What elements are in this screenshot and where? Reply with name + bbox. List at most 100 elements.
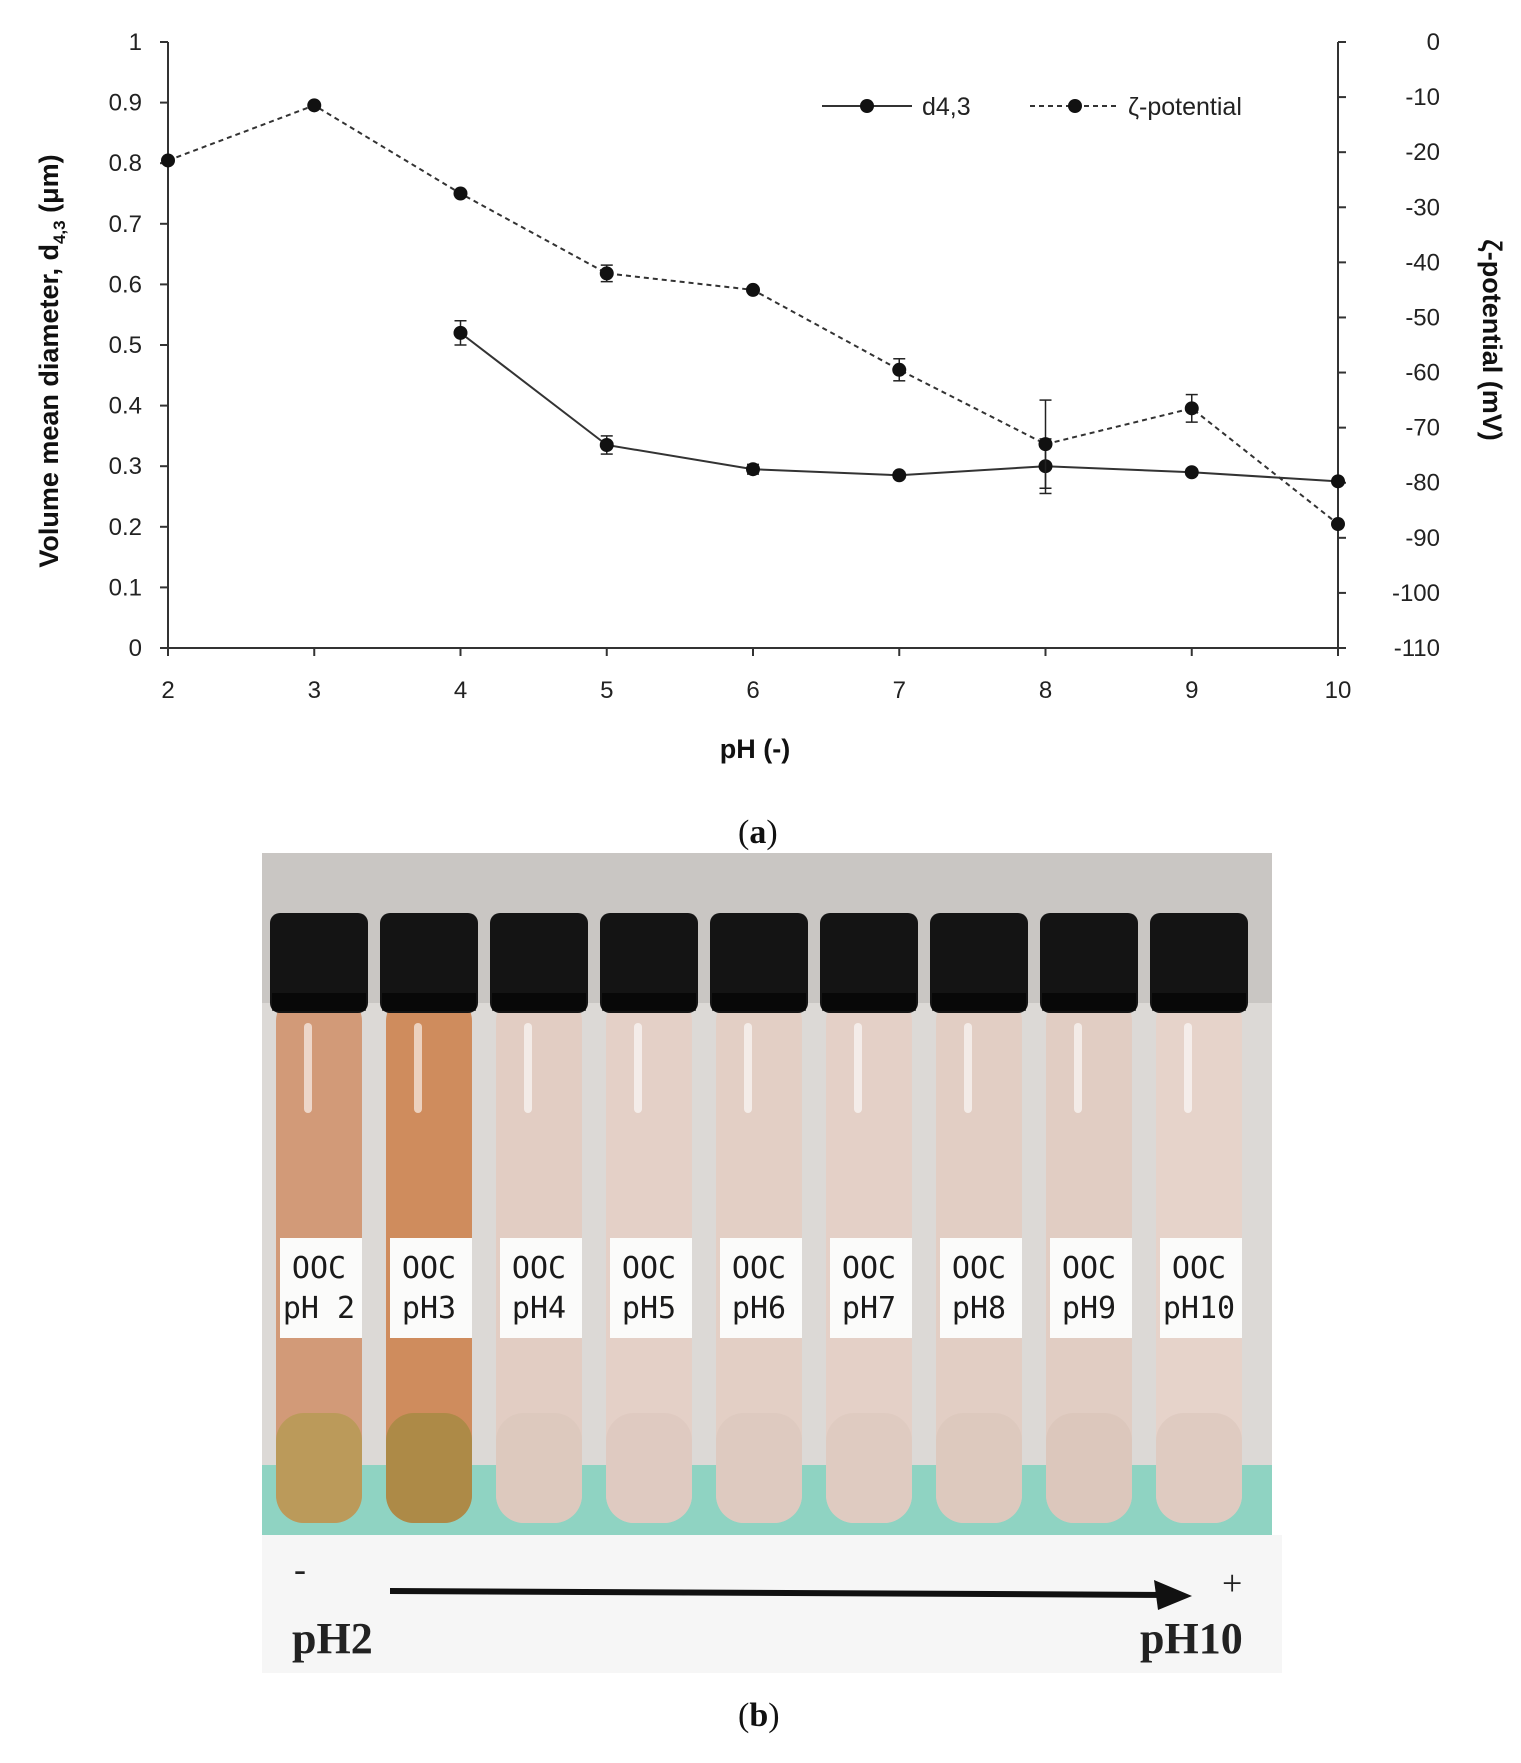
tube-bottom <box>606 1413 692 1523</box>
tube-bottom <box>276 1413 362 1523</box>
tube-bottom <box>1156 1413 1242 1523</box>
y-left-tick-label: 0.9 <box>109 90 142 117</box>
tube-highlight <box>964 1023 972 1113</box>
legend-marker-d43 <box>860 99 874 113</box>
x-tick-label: 10 <box>1325 677 1352 704</box>
tube-highlight <box>744 1023 752 1113</box>
data-point <box>307 98 322 113</box>
data-point <box>892 468 907 483</box>
y-left-tick-label: 0.3 <box>109 453 142 480</box>
y-right-tick-label: -50 <box>1405 304 1440 331</box>
tube: OOC pH9 <box>1040 913 1138 1523</box>
tube-highlight <box>304 1023 312 1113</box>
panel-b-label: (b) <box>738 1697 780 1734</box>
tube-label-paper <box>610 1238 692 1338</box>
y-left-axis-label: Volume mean diameter, d4,3 (μm) <box>34 154 69 567</box>
tube-cap-rim <box>272 993 366 1011</box>
y-left-tick-label: 0.5 <box>109 332 142 359</box>
y-right-tick-label: -40 <box>1405 249 1440 276</box>
tube-cap-rim <box>492 993 586 1011</box>
tube-label-line1: OOC <box>732 1251 786 1286</box>
scale-left-label: pH2 <box>292 1614 373 1663</box>
x-tick-label: 2 <box>161 677 174 704</box>
tube-cap <box>490 913 588 1013</box>
tube-highlight <box>524 1023 532 1113</box>
y-left-tick-label: 0.1 <box>109 574 142 601</box>
chart-series <box>161 98 1345 532</box>
tube-label-paper <box>1050 1238 1132 1338</box>
y-left-tick-label: 0 <box>129 635 142 662</box>
tube-label-line2: pH8 <box>952 1291 1006 1326</box>
data-point <box>453 186 468 201</box>
tube-cap-rim <box>602 993 696 1011</box>
series-line-d43 <box>459 332 1339 483</box>
tube-label-line2: pH7 <box>842 1291 896 1326</box>
y-right-axis-label: ζ-potential (mV) <box>1477 239 1507 440</box>
data-point <box>746 462 760 477</box>
x-tick-label: 4 <box>454 677 467 704</box>
tube-label-line1: OOC <box>1062 1251 1116 1286</box>
tube-label-paper <box>500 1238 582 1338</box>
y-left-tick-label: 0.7 <box>109 211 142 238</box>
tube-label-line1: OOC <box>292 1251 346 1286</box>
tube-highlight <box>854 1023 862 1113</box>
data-point <box>161 153 175 168</box>
data-point <box>1184 465 1199 480</box>
tube-label-line1: OOC <box>512 1251 566 1286</box>
tube: OOC pH8 <box>930 913 1028 1523</box>
y-left-tick-label: 0.2 <box>109 514 142 541</box>
tube-label-paper <box>940 1238 1022 1338</box>
tube-cap <box>1040 913 1138 1013</box>
scale-background <box>262 1535 1282 1673</box>
tube-label-paper <box>830 1238 912 1338</box>
tube-highlight <box>634 1023 642 1113</box>
tube-label-paper <box>280 1238 362 1338</box>
data-point <box>453 325 468 340</box>
tube-label-line2: pH3 <box>402 1291 456 1326</box>
tube-cap <box>380 913 478 1013</box>
chart-axes <box>167 42 1339 649</box>
tube-label-line2: pH5 <box>622 1291 676 1326</box>
scale-minus-sign: - <box>294 1549 306 1589</box>
y-left-label-unit: (μm) <box>34 154 64 220</box>
tube-cap <box>930 913 1028 1013</box>
data-point <box>599 266 614 281</box>
tube: OOC pH3 <box>380 913 478 1523</box>
tube: OOC pH4 <box>490 913 588 1523</box>
data-point <box>1184 401 1199 416</box>
data-point <box>599 437 614 452</box>
tube-highlight <box>1074 1023 1082 1113</box>
y-right-tick-label: -60 <box>1405 360 1440 387</box>
y-left-tick-label: 0.8 <box>109 150 142 177</box>
tube: OOC pH5 <box>600 913 698 1523</box>
y-left-tick-label: 0.6 <box>109 271 142 298</box>
tube-cap <box>600 913 698 1013</box>
legend-label-d43: d4,3 <box>922 93 971 121</box>
tube-bottom <box>826 1413 912 1523</box>
tube-cap <box>710 913 808 1013</box>
tube-label-line1: OOC <box>622 1251 676 1286</box>
tube-label-line2: pH6 <box>732 1291 786 1326</box>
data-point <box>1331 517 1345 532</box>
y-right-tick-label: -10 <box>1405 84 1440 111</box>
y-right-tick-label: -100 <box>1392 580 1440 607</box>
tube-cap-rim <box>932 993 1026 1011</box>
tube-label-line1: OOC <box>1172 1251 1226 1286</box>
y-left-label-subscript: 4,3 <box>50 220 69 244</box>
chart-legend: d4,3 ζ-potential <box>822 93 1242 121</box>
y-right-tick-label: -70 <box>1405 415 1440 442</box>
tube-label-line2: pH10 <box>1163 1291 1235 1326</box>
data-point <box>1331 474 1345 489</box>
tube-label-line1: OOC <box>952 1251 1006 1286</box>
tube-cap-rim <box>712 993 806 1011</box>
panel-a-letter: a <box>749 814 767 851</box>
data-point <box>892 362 907 377</box>
y-right-tick-label: -20 <box>1405 139 1440 166</box>
tube-label-line1: OOC <box>842 1251 896 1286</box>
y-right-tick-label: -90 <box>1405 525 1440 552</box>
panel-b-letter: b <box>749 1697 769 1734</box>
x-tick-label: 5 <box>600 677 613 704</box>
